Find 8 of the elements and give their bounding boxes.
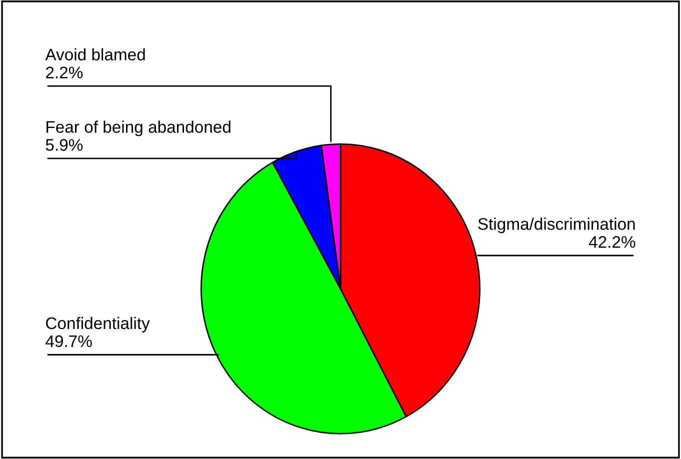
slice-label: Stigma/discrimination (478, 218, 635, 234)
data-label: 42.2% (588, 236, 636, 248)
data-label: 49.7% (46, 335, 92, 348)
slice-label: Fear of being abandoned (46, 120, 230, 136)
data-label: 5.9% (46, 139, 83, 151)
slice-label: Avoid blamed (45, 48, 145, 60)
data-label: 2.2% (46, 66, 83, 78)
slice-label: Confidentiality (46, 316, 150, 332)
